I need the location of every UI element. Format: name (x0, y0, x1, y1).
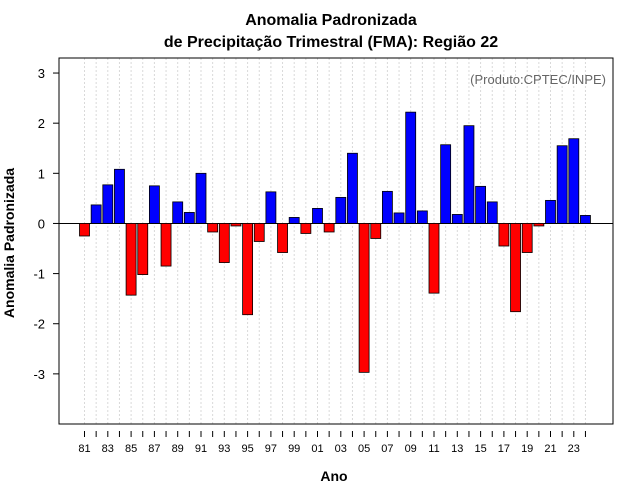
x-tick-label: 23 (568, 443, 580, 455)
x-tick-label: 83 (102, 443, 114, 455)
bar-1994 (230, 223, 242, 227)
bar-1990 (183, 212, 195, 224)
y-tick-label: -2 (33, 317, 45, 332)
bar-2001 (312, 208, 323, 224)
x-tick-label: 97 (265, 443, 277, 455)
x-tick-label: 03 (335, 443, 347, 455)
bar-2022 (556, 145, 568, 224)
bar-2005 (358, 223, 370, 373)
x-tick-label: 09 (405, 443, 417, 455)
bar-2011 (428, 223, 440, 294)
bar-2007 (381, 190, 393, 224)
bars (79, 111, 591, 373)
bar-2024 (580, 215, 591, 224)
y-axis-label: Anomalia Padronizada (1, 168, 17, 318)
chart-title: Anomalia Padronizada (245, 12, 417, 29)
x-tick-label: 01 (311, 443, 323, 455)
x-tick-label: 21 (544, 443, 556, 455)
bar-2016 (486, 201, 498, 224)
y-tick-label: 0 (38, 216, 45, 231)
bar-2009 (405, 111, 417, 224)
x-tick-label: 85 (125, 443, 137, 455)
x-tick-label: 93 (218, 443, 230, 455)
y-tick-label: -3 (33, 367, 45, 382)
y-axis: -3 -2 -1 0 1 2 3 (33, 66, 59, 382)
x-tick-label: 87 (148, 443, 160, 455)
bar-2014 (463, 125, 475, 224)
bar-1981 (79, 223, 90, 237)
bar-1983 (102, 184, 114, 224)
bar-2013 (451, 214, 463, 224)
y-tick-label: -1 (33, 267, 45, 282)
bar-2010 (416, 210, 428, 224)
bar-2000 (300, 223, 312, 234)
bar-2018 (510, 223, 521, 313)
bar-2003 (335, 196, 347, 224)
bar-1985 (125, 223, 137, 296)
x-axis-label: Ano (320, 468, 347, 484)
y-tick-label: 2 (38, 116, 45, 131)
x-tick-label: 89 (172, 443, 184, 455)
plot-frame (58, 57, 614, 425)
bar-2021 (545, 199, 556, 224)
bar-2004 (347, 152, 358, 224)
bar-2017 (498, 223, 510, 247)
gridlines (84, 58, 586, 424)
y-tick-label: 3 (38, 66, 45, 81)
bar-1988 (160, 223, 172, 267)
bar-1993 (218, 223, 230, 263)
x-tick-label: 17 (498, 443, 510, 455)
bar-2002 (323, 223, 335, 233)
bar-1986 (137, 223, 149, 275)
bar-2006 (370, 223, 382, 239)
bar-1999 (288, 217, 300, 224)
x-tick-label: 15 (474, 443, 486, 455)
bar-1995 (242, 223, 254, 316)
x-tick-label: 95 (241, 443, 253, 455)
bar-1996 (253, 223, 265, 242)
bar-2012 (440, 144, 452, 224)
bar-1984 (114, 168, 125, 224)
x-tick-label: 81 (78, 443, 90, 455)
x-tick-label: 13 (451, 443, 463, 455)
bar-2015 (475, 185, 487, 224)
x-tick-label: 99 (288, 443, 300, 455)
y-tick-label: 1 (38, 166, 45, 181)
bar-2020 (533, 223, 545, 227)
chart-subtitle: de Precipitação Trimestral (FMA): Região… (164, 34, 498, 51)
bar-2008 (393, 212, 405, 224)
x-tick-label: 05 (358, 443, 370, 455)
x-tick-label: 07 (381, 443, 393, 455)
source-annotation: (Produto:CPTEC/INPE) (470, 72, 606, 87)
bar-1987 (148, 185, 160, 224)
x-tick-label: 19 (521, 443, 533, 455)
bar-1997 (265, 191, 277, 224)
bar-1989 (172, 201, 184, 224)
x-tick-label: 11 (428, 443, 439, 455)
bar-1982 (90, 204, 102, 224)
x-axis: 81 83 85 87 89 91 93 95 97 99 01 03 05 07 09 11 13 15 17 19… (78, 431, 586, 455)
bar-2023 (568, 138, 580, 224)
bar-2019 (521, 223, 533, 253)
bar-1991 (195, 172, 207, 224)
bar-1992 (207, 223, 219, 233)
bar-1998 (277, 223, 288, 253)
x-tick-label: 91 (195, 443, 207, 455)
